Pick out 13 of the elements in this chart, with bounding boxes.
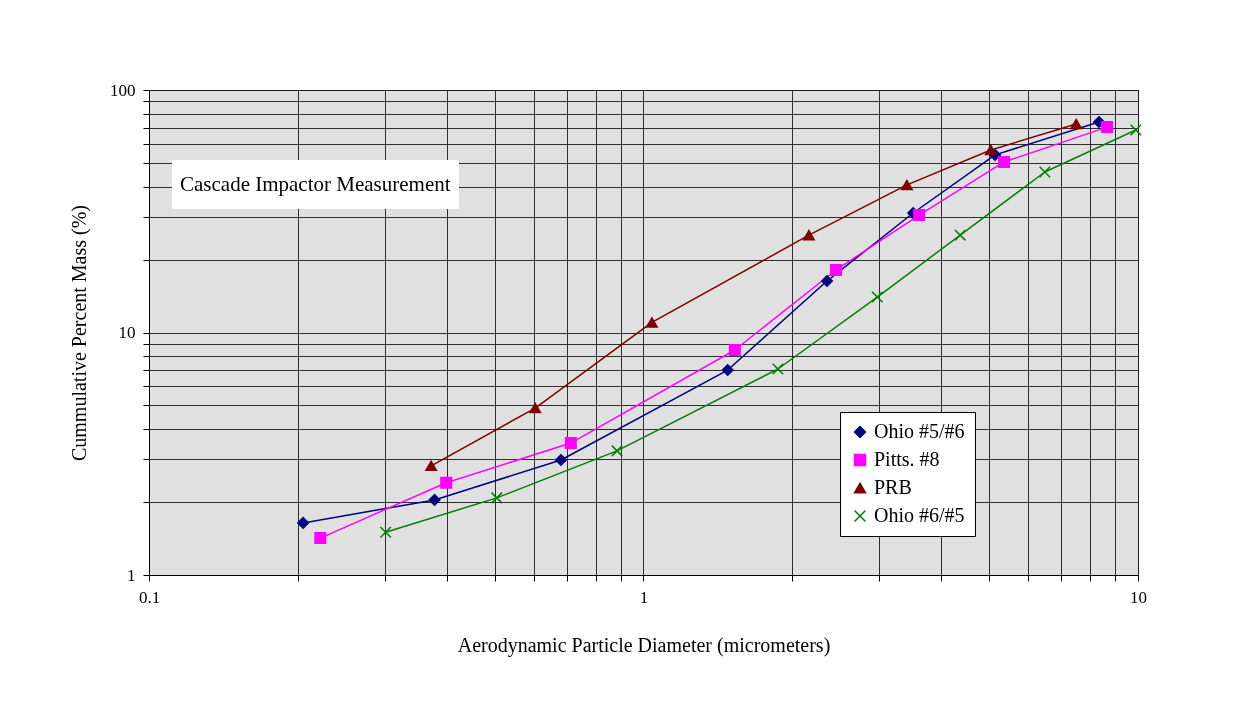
- y-tick-label: 1: [127, 565, 136, 585]
- x-tick-label: 10: [1130, 587, 1147, 607]
- y-tick-label: 100: [110, 80, 136, 100]
- x-tick-label: 1: [639, 587, 649, 607]
- annotation: Cascade Impactor Measurement: [172, 160, 459, 209]
- legend-label: Pitts. #8: [874, 448, 940, 470]
- y-tick-label: 10: [118, 323, 136, 342]
- legend-label: PRB: [874, 476, 912, 498]
- legend-label: Ohio #5/#6: [874, 420, 965, 442]
- x-axis-title: Aerodynamic Particle Diameter (micrometers): [457, 633, 831, 657]
- x-tick-label: 0.1: [138, 587, 161, 607]
- legend-label: Ohio #6/#5: [874, 504, 965, 526]
- y-axis-title: Cummulative Percent Mass (%): [68, 204, 91, 462]
